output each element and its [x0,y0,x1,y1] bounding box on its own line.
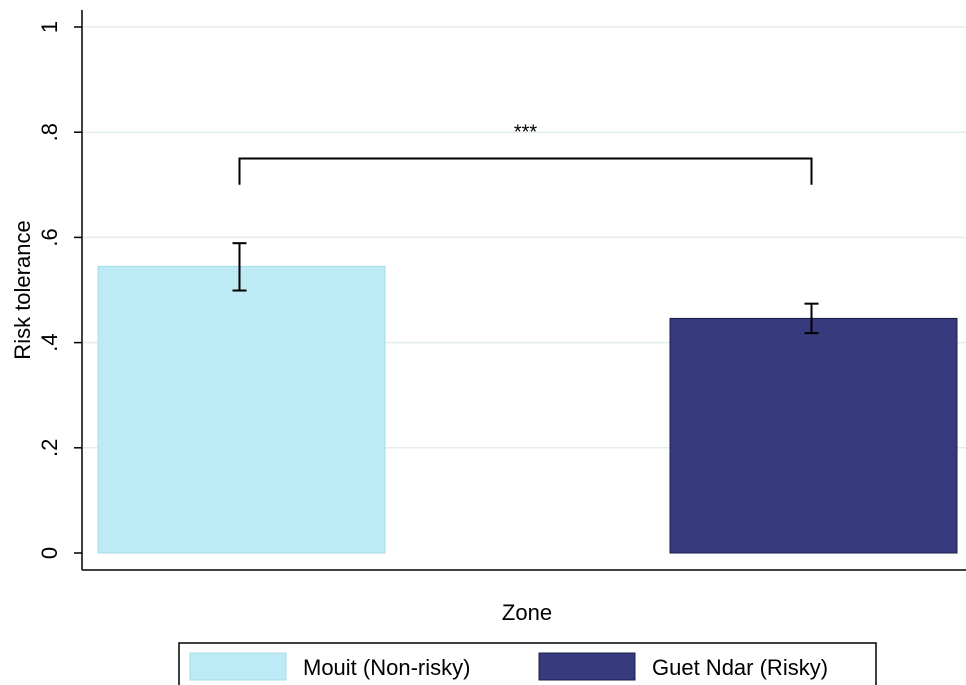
x-axis-title: Zone [502,600,552,625]
y-axis-title: Risk tolerance [10,220,35,359]
error-bar-0 [232,242,247,292]
y-tick-label-4: .8 [37,123,62,141]
bar-1 [669,317,958,554]
y-tick-label-3: .6 [37,228,62,246]
error-bar-1 [804,302,819,335]
legend-box [178,642,877,685]
legend-swatch-0 [189,652,287,681]
y-tick-label-0: 0 [37,547,62,559]
error-bars [232,242,819,335]
y-tick-label-1: .2 [37,439,62,457]
bar-0 [97,265,386,554]
legend: Mouit (Non-risky) Guet Ndar (Risky) [178,642,877,685]
y-tick-label-2: .4 [37,333,62,351]
legend-label-0: Mouit (Non-risky) [303,655,470,680]
significance-bracket: *** [238,122,813,185]
bracket-line [238,157,813,185]
y-axis-ticks: 0 .2 .4 .6 .8 1 [37,21,82,559]
legend-swatch-1 [538,652,636,681]
bars [97,265,958,554]
significance-label: *** [514,122,538,144]
y-tick-label-5: 1 [37,21,62,33]
legend-label-1: Guet Ndar (Risky) [652,655,828,680]
